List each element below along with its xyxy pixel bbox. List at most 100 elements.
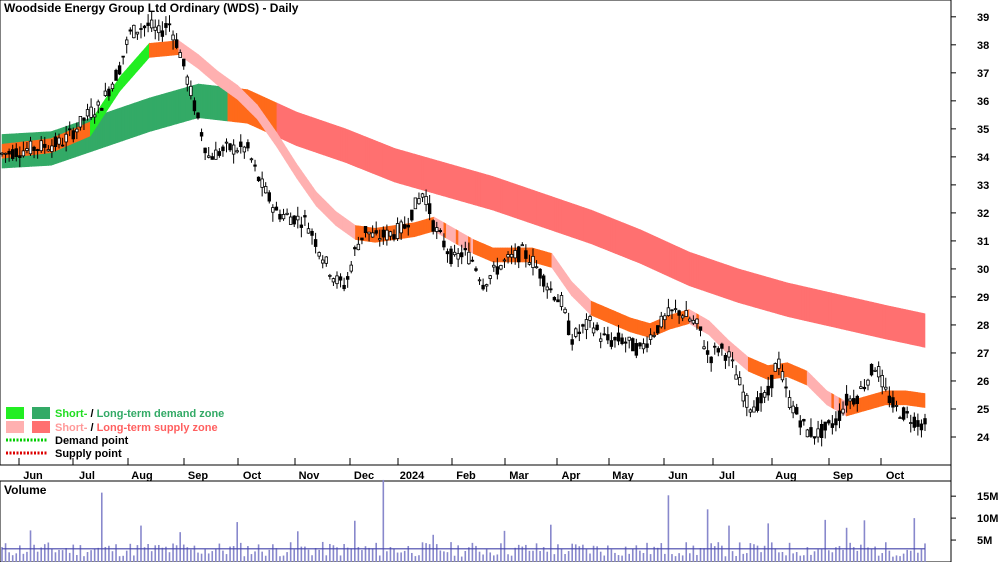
candle-body [591,327,596,334]
long-term-zone [217,85,221,121]
candle-body [452,251,457,256]
short-term-zone [475,240,479,257]
long-term-zone [674,244,678,281]
long-term-zone [649,233,653,270]
candle-body [584,319,589,331]
long-term-zone [563,200,567,236]
short-term-zone [220,72,224,90]
candle-body [534,266,539,269]
long-term-zone [124,105,128,141]
short-term-zone [190,48,194,66]
short-term-zone [804,369,808,386]
long-term-zone [843,295,847,331]
long-term-zone [509,181,513,218]
short-term-zone [188,47,192,64]
x-tick-label: Aug [131,470,152,482]
short-term-zone [571,280,575,299]
x-tick-label: Nov [299,470,321,482]
short-term-zone [588,297,592,316]
candle-body [114,69,118,81]
candle-body [606,334,610,341]
long-term-zone [446,162,450,198]
short-term-zone [595,302,599,319]
candle-body [705,350,710,355]
long-term-zone [284,105,288,142]
candle-body [862,386,867,390]
long-term-zone [583,207,587,243]
candle-body [235,150,239,153]
short-term-zone [642,321,646,337]
long-term-zone [183,87,187,123]
long-term-zone [647,232,651,269]
long-term-zone [725,264,729,300]
long-term-zone [470,169,474,205]
candle-body [246,142,250,149]
long-term-zone [571,202,575,239]
long-term-zone [757,274,761,310]
long-term-zone [743,269,747,306]
price-panel-frame [0,0,952,466]
short-term-zone [863,395,867,412]
candle-body [35,149,40,151]
candle-body [641,343,646,350]
long-term-zone [598,212,602,249]
short-term-zone [573,283,577,302]
candle-body [752,406,756,413]
long-term-zone [622,222,626,258]
legend-supply-short: Short- [55,422,88,434]
candle-body [427,203,432,215]
short-term-zone [622,314,626,331]
short-term-zone [757,360,761,377]
short-term-zone [635,318,639,335]
short-term-zone [760,361,764,378]
candle-body [460,252,464,258]
long-term-zone [728,265,732,301]
long-term-zone [185,86,189,122]
long-term-zone [799,285,803,321]
long-term-zone [374,140,378,176]
short-term-zone [350,221,354,239]
short-term-zone [612,310,616,327]
long-term-zone [416,154,420,190]
short-term-zone [902,390,906,406]
long-term-zone [666,241,671,278]
long-term-zone [635,227,639,263]
short-term-zone [914,391,918,407]
long-term-zone [539,192,543,228]
candle-body [919,423,924,431]
short-term-zone [583,293,587,311]
candle-body [559,295,564,307]
short-term-zone [674,312,678,329]
candle-body [360,237,364,241]
short-term-zone [458,230,462,248]
long-term-zone [357,133,361,169]
long-term-zone [531,189,535,225]
long-term-zone [458,166,462,202]
short-term-zone [831,393,835,410]
short-term-zone [603,305,607,322]
short-term-zone [819,382,823,401]
long-term-zone [396,148,400,184]
candle-body [905,411,909,414]
long-term-zone [593,210,597,247]
long-term-zone [340,126,344,163]
short-term-zone [912,391,916,407]
candle-body [549,288,553,291]
short-term-zone [821,385,825,404]
candle-body [28,140,33,155]
candle-body [303,215,307,218]
short-term-zone [865,395,869,411]
short-term-zone [735,345,739,364]
candle-body [688,318,692,322]
short-term-zone [556,259,560,279]
long-term-zone [782,281,786,317]
short-term-zone [94,109,99,130]
short-term-zone [352,223,356,241]
long-term-zone [387,145,391,181]
long-term-zone [311,116,315,152]
short-term-zone [90,117,94,137]
long-term-zone [320,120,324,156]
long-term-zone [139,100,143,136]
short-term-zone [581,290,585,309]
candle-body [50,145,54,152]
